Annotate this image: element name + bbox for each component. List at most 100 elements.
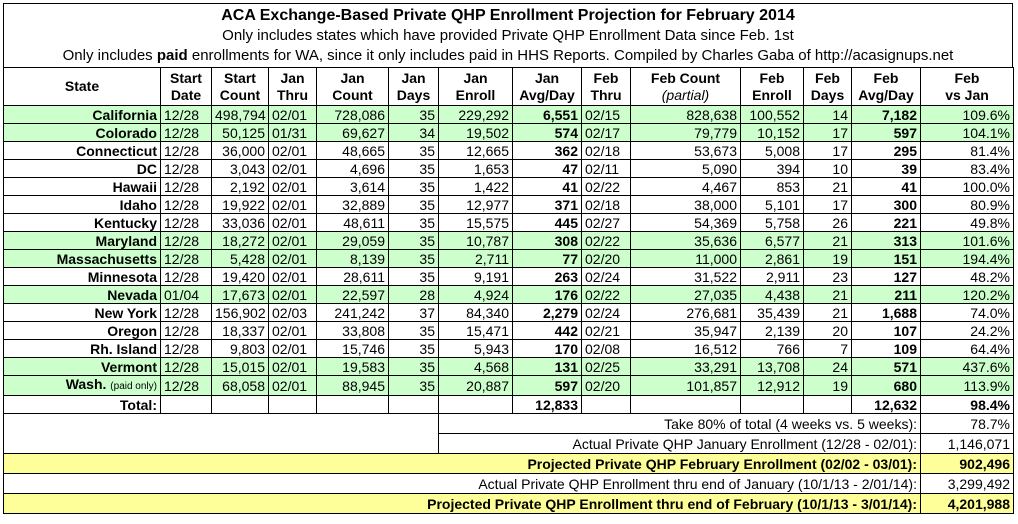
table-row: Idaho 12/28 19,922 02/01 32,889 35 12,977 371 02… [3,195,1014,214]
table-cell: 12/28 [160,321,212,340]
table-cell: 02/22 [581,285,631,304]
table-cell: 19 [803,249,852,268]
header-text: Days [396,86,431,103]
state-name: DC [136,160,157,177]
table-cell: 11,000 [630,249,741,268]
table-cell: 211 [851,285,921,304]
table-cell: 48,665 [316,141,389,160]
header-text: vs Jan [945,86,989,103]
table-cell: 02/01 [268,375,317,396]
table-cell: 54,369 [630,213,741,232]
table-cell: 20 [803,321,852,340]
table-cell: 101.6% [920,231,1014,250]
column-header: Start Date [160,67,212,106]
table-cell: 17,673 [211,285,269,304]
table-cell: 49.8% [920,213,1014,232]
table-cell: 12/28 [160,159,212,178]
total-label: Total: [3,395,161,414]
table-cell: 12/28 [160,231,212,250]
summary-value: 1,146,071 [920,433,1014,454]
empty-cell [438,395,513,414]
table-row: Oregon 12/28 18,337 02/01 33,808 35 15,471 442 0… [3,321,1014,340]
text: paid [156,47,188,64]
table-cell: 13,708 [740,357,804,376]
header-text: Start [224,69,256,86]
title-block: ACA Exchange-Based Private QHP Enrollmen… [3,3,1013,67]
state-cell: Minnesota [3,267,161,286]
state-note: (paid only) [110,381,157,392]
table-cell: 02/01 [268,267,317,286]
table-cell: 02/18 [581,195,631,214]
table-cell: 19,583 [316,357,389,376]
table-cell: 20,887 [438,375,513,396]
table-cell: 35 [388,267,439,286]
table-cell: 35 [388,177,439,196]
table-cell: 33,291 [630,357,741,376]
table-cell: 4,467 [630,177,741,196]
state-name: Vermont [100,358,157,375]
table-cell: 853 [740,177,804,196]
empty-cell [211,395,269,414]
subtitle: Only includes paid enrollments for WA, s… [4,46,1012,66]
table-cell: 26 [803,213,852,232]
state-name: Minnesota [87,268,157,285]
summary-value: 3,299,492 [920,473,1014,494]
summary-row: Actual Private QHP January Enrollment (1… [3,433,1014,454]
table-cell: 120.2% [920,285,1014,304]
table-cell: 02/01 [268,159,317,178]
header-text: Avg/Day [519,86,575,103]
table-cell: 131 [512,357,582,376]
total-value: 12,833 [512,395,582,414]
table-cell: 5,758 [740,213,804,232]
state-cell: California [3,105,161,124]
table-cell: 27,035 [630,285,741,304]
state-name: Maryland [95,232,157,249]
table-cell: 35,947 [630,321,741,340]
table-cell: 728,086 [316,105,389,124]
table-cell: 19,502 [438,123,513,142]
table-cell: 9,803 [211,339,269,358]
table-cell: 295 [851,141,921,160]
table-cell: 02/01 [268,285,317,304]
header-text: Jan [401,69,426,86]
table-cell: 38,000 [630,195,741,214]
header-text: Feb [593,69,619,86]
table-cell: 229,292 [438,105,513,124]
table-cell: 263 [512,267,582,286]
table-cell: 35 [388,195,439,214]
state-name: Massachusetts [56,250,157,267]
column-header: Jan Enroll [438,67,513,106]
table-cell: 41 [851,177,921,196]
state-cell: Idaho [3,195,161,214]
table-cell: 80.9% [920,195,1014,214]
state-cell: New York [3,303,161,322]
table-cell: 33,036 [211,213,269,232]
table-cell: 02/01 [268,339,317,358]
table-cell: 3,043 [211,159,269,178]
table-cell: 313 [851,231,921,250]
state-name: California [92,106,157,123]
table-cell: 6,551 [512,105,582,124]
table-cell: 2,911 [740,267,804,286]
table-cell: 24 [803,357,852,376]
table-cell: 107 [851,321,921,340]
column-header: Feb vs Jan [920,67,1014,106]
table-cell: 48,611 [316,213,389,232]
summary-row: Take 80% of total (4 weeks vs. 5 weeks):… [3,413,1014,434]
table-cell: 18,272 [211,231,269,250]
table-cell: 02/11 [581,159,631,178]
column-header: Jan Avg/Day [512,67,582,106]
table-cell: 21 [803,231,852,250]
table-cell: 445 [512,213,582,232]
state-cell: Rh. Island [3,339,161,358]
table-row: Colorado 12/28 50,125 01/31 69,627 34 19,502 57… [3,123,1014,142]
table-body: California 12/28 498,794 02/01 728,086 35 229,… [3,105,1014,514]
table-cell: 01/04 [160,285,212,304]
table-cell: 5,101 [740,195,804,214]
summary-label: Actual Private QHP Enrollment thru end o… [3,473,921,494]
table-cell: 16,512 [630,339,741,358]
summary-row: Projected Private QHP February Enrollmen… [3,453,1014,474]
header-text: Enroll [752,86,792,103]
table-row: Maryland 12/28 18,272 02/01 29,059 35 10,787 30… [3,231,1014,250]
header-text: Jan [340,69,365,86]
